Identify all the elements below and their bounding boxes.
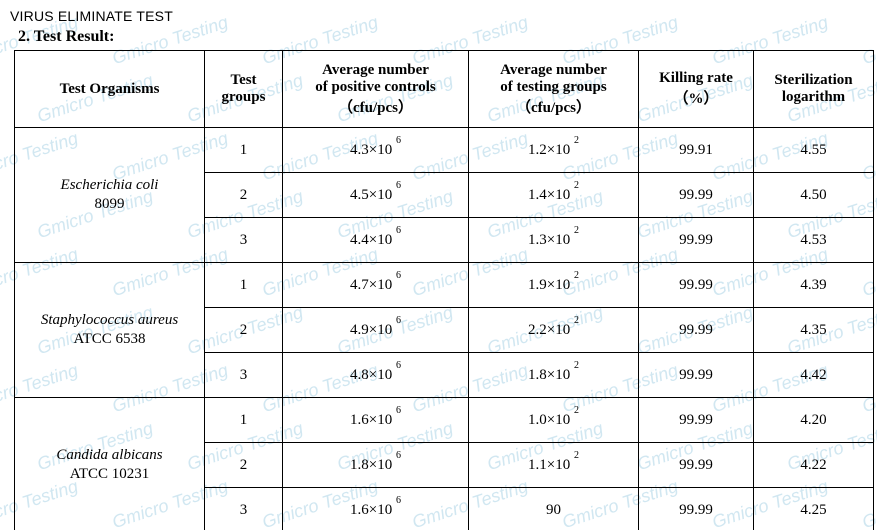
- cell-positive: 4.7×10 6: [283, 263, 469, 308]
- cell-testing: 1.2×10 2: [469, 128, 639, 173]
- results-table: Test Organisms Testgroups Average number…: [14, 50, 874, 530]
- cell-log: 4.22: [754, 443, 874, 488]
- cell-organism: Candida albicansATCC 10231: [15, 398, 205, 530]
- table-row: Escherichia coli809914.3×10 61.2×10 299.…: [15, 128, 874, 173]
- col-killrate: Killing rate（%）: [639, 51, 754, 128]
- col-positive: Average numberof positive controls（cfu/p…: [283, 51, 469, 128]
- table-row: Candida albicansATCC 1023111.6×10 61.0×1…: [15, 398, 874, 443]
- cell-group: 1: [205, 128, 283, 173]
- cell-positive: 4.5×10 6: [283, 173, 469, 218]
- cell-log: 4.50: [754, 173, 874, 218]
- cell-testing: 1.9×10 2: [469, 263, 639, 308]
- cell-positive: 1.6×10 6: [283, 488, 469, 530]
- cell-group: 1: [205, 398, 283, 443]
- cell-testing: 1.0×10 2: [469, 398, 639, 443]
- cell-killrate: 99.91: [639, 128, 754, 173]
- cell-log: 4.35: [754, 308, 874, 353]
- cell-positive: 4.8×10 6: [283, 353, 469, 398]
- cell-log: 4.20: [754, 398, 874, 443]
- col-testing: Average numberof testing groups（cfu/pcs）: [469, 51, 639, 128]
- section-title: 2. Test Result:: [18, 28, 869, 46]
- cell-group: 3: [205, 488, 283, 530]
- col-groups: Testgroups: [205, 51, 283, 128]
- cell-group: 2: [205, 443, 283, 488]
- table-row: Staphylococcus aureusATCC 653814.7×10 61…: [15, 263, 874, 308]
- cell-killrate: 99.99: [639, 218, 754, 263]
- cell-group: 3: [205, 353, 283, 398]
- cell-testing: 1.3×10 2: [469, 218, 639, 263]
- cell-log: 4.53: [754, 218, 874, 263]
- cell-testing: 2.2×10 2: [469, 308, 639, 353]
- cell-testing: 1.4×10 2: [469, 173, 639, 218]
- cell-testing: 1.1×10 2: [469, 443, 639, 488]
- cell-log: 4.42: [754, 353, 874, 398]
- cell-testing: 90: [469, 488, 639, 530]
- cell-group: 2: [205, 308, 283, 353]
- cell-positive: 1.8×10 6: [283, 443, 469, 488]
- cell-organism: Escherichia coli8099: [15, 128, 205, 263]
- cell-group: 2: [205, 173, 283, 218]
- cell-log: 4.55: [754, 128, 874, 173]
- table-header-row: Test Organisms Testgroups Average number…: [15, 51, 874, 128]
- cell-group: 3: [205, 218, 283, 263]
- cell-positive: 4.9×10 6: [283, 308, 469, 353]
- cell-log: 4.25: [754, 488, 874, 530]
- cell-log: 4.39: [754, 263, 874, 308]
- cell-killrate: 99.99: [639, 263, 754, 308]
- cell-positive: 1.6×10 6: [283, 398, 469, 443]
- cell-positive: 4.4×10 6: [283, 218, 469, 263]
- cell-organism: Staphylococcus aureusATCC 6538: [15, 263, 205, 398]
- cell-group: 1: [205, 263, 283, 308]
- col-log: Sterilizationlogarithm: [754, 51, 874, 128]
- cell-killrate: 99.99: [639, 443, 754, 488]
- page-heading: VIRUS ELIMINATE TEST: [10, 8, 869, 24]
- cell-testing: 1.8×10 2: [469, 353, 639, 398]
- cell-positive: 4.3×10 6: [283, 128, 469, 173]
- cell-killrate: 99.99: [639, 398, 754, 443]
- cell-killrate: 99.99: [639, 173, 754, 218]
- cell-killrate: 99.99: [639, 308, 754, 353]
- cell-killrate: 99.99: [639, 488, 754, 530]
- cell-killrate: 99.99: [639, 353, 754, 398]
- col-organisms: Test Organisms: [15, 51, 205, 128]
